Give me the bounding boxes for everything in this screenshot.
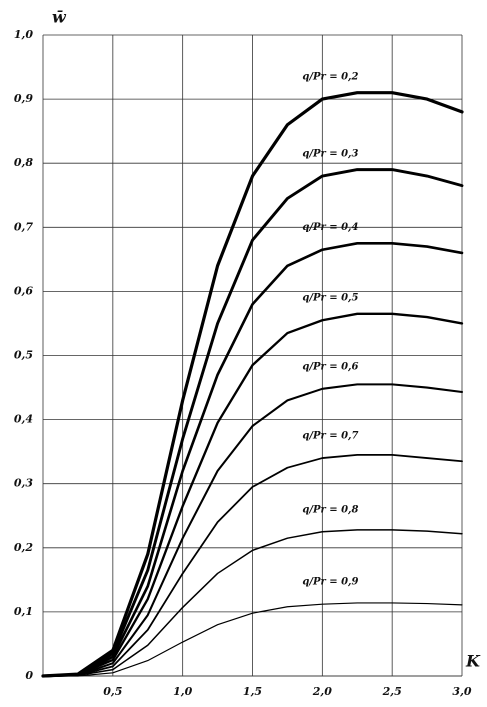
y-tick-label: 1,0	[14, 28, 33, 41]
x-tick-label: 2,5	[382, 685, 402, 698]
y-tick-label: 0,8	[14, 156, 33, 169]
curve	[42, 529, 463, 677]
curve	[41, 242, 464, 678]
curve-label: q/Pr = 0,2	[302, 72, 358, 83]
curve-label: q/Pr = 0,8	[302, 504, 358, 515]
curve	[41, 168, 464, 678]
y-tick-label: 0,9	[14, 92, 33, 105]
curve	[41, 383, 464, 678]
curve	[42, 453, 463, 677]
curve-label: q/Pr = 0,4	[302, 222, 358, 233]
x-tick-label: 3,0	[452, 685, 471, 698]
y-tick-label: 0,4	[14, 413, 33, 426]
curve-label: q/Pr = 0,3	[302, 149, 358, 160]
y-tick-label: 0,3	[14, 477, 33, 490]
y-tick-label: 0,2	[14, 541, 33, 554]
curve-label: q/Pr = 0,5	[302, 293, 358, 304]
y-tick-label: 0,1	[14, 605, 33, 618]
x-tick-label: 2,0	[312, 685, 332, 698]
y-tick-label: 0	[25, 669, 33, 682]
curve-label: q/Pr = 0,6	[302, 361, 358, 372]
y-tick-label: 0,6	[14, 284, 33, 297]
curve-label: q/Pr = 0,7	[302, 431, 358, 442]
curve-label: q/Pr = 0,9	[302, 577, 358, 588]
curve	[41, 312, 464, 678]
x-axis-label: K	[465, 652, 481, 671]
x-tick-label: 0,5	[103, 685, 122, 698]
x-tick-label: 1,0	[173, 685, 192, 698]
y-tick-label: 0,7	[14, 220, 33, 233]
x-tick-label: 1,5	[243, 685, 262, 698]
y-tick-label: 0,5	[14, 349, 33, 362]
y-axis-label: w̄	[52, 8, 67, 27]
curve	[42, 602, 463, 677]
